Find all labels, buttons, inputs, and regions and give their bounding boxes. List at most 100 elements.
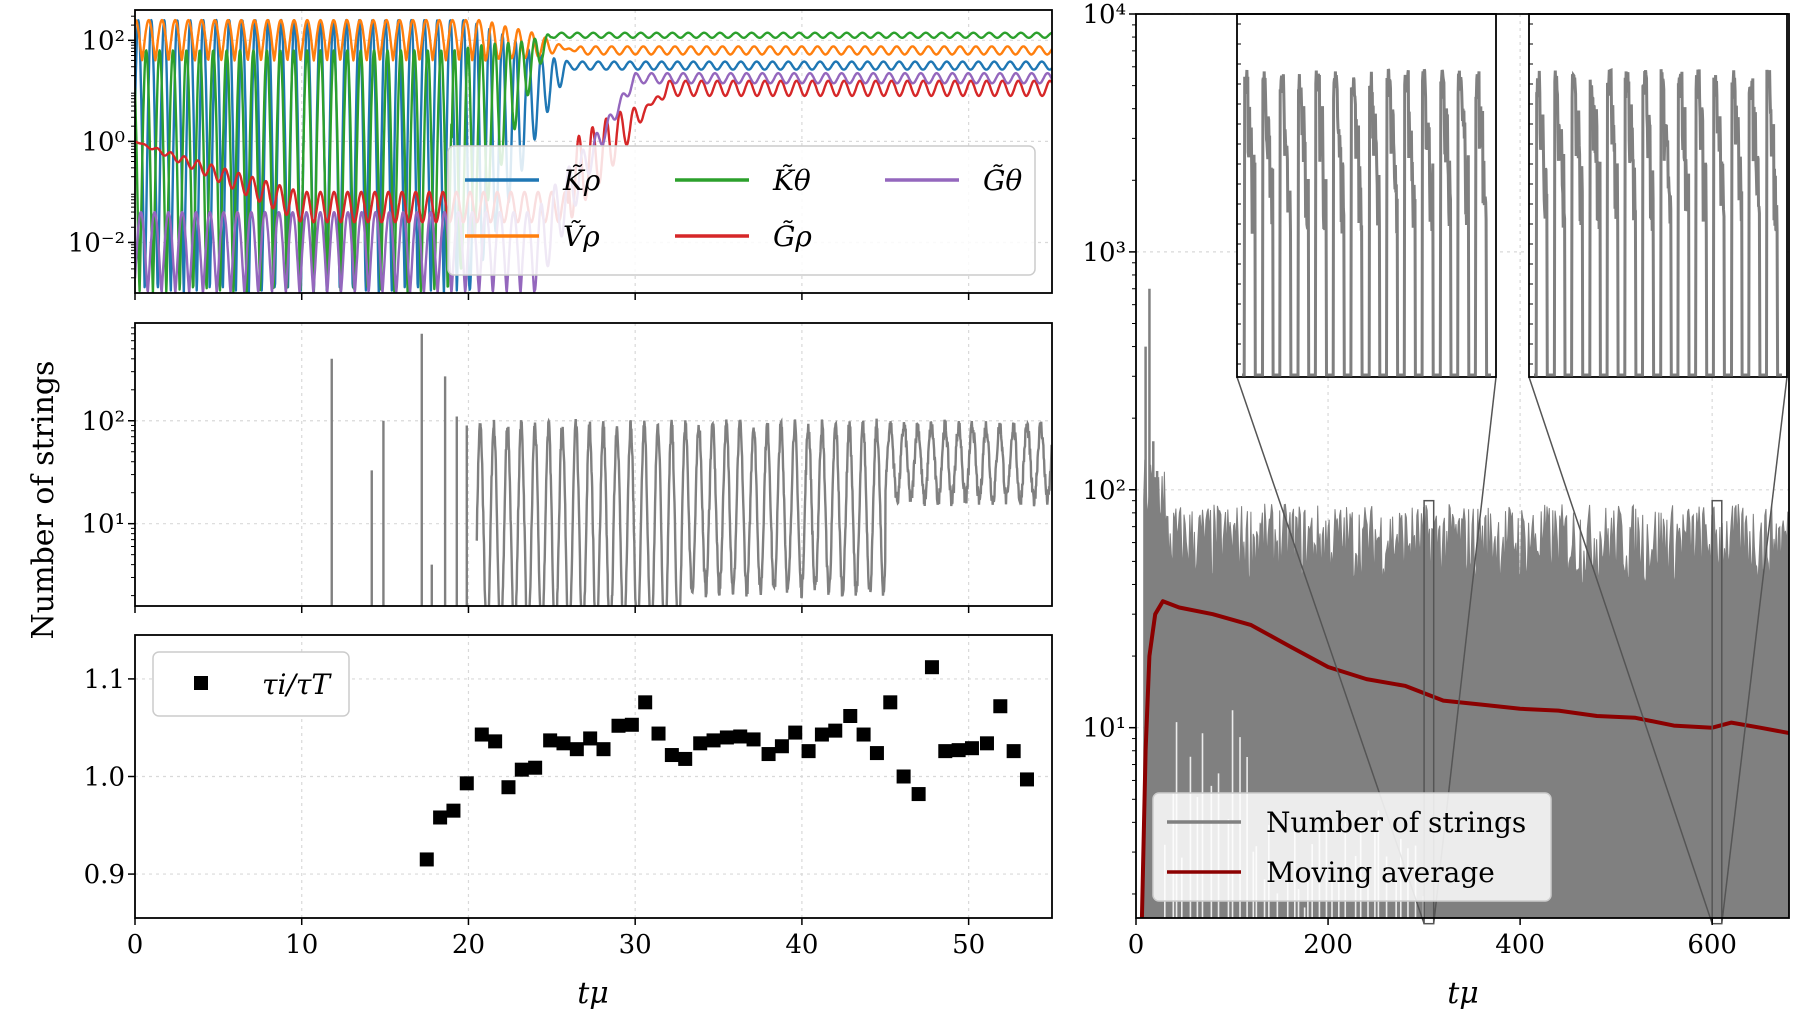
- y-tick-label: 10¹: [1082, 714, 1126, 744]
- data-point: [638, 695, 653, 710]
- x-tick-label: 20: [452, 930, 485, 960]
- data-point: [883, 695, 898, 710]
- x-tick-label: 0: [1128, 930, 1145, 960]
- x-tick-label: 0: [127, 930, 144, 960]
- bottom-left-legend-box: [152, 651, 350, 717]
- right-xticks: 0 200 400 600: [1128, 918, 1737, 960]
- x-tick-label: 600: [1687, 930, 1737, 960]
- middle-left-panel: 10¹ 10² Number of strings: [26, 322, 1053, 640]
- data-point: [433, 810, 448, 825]
- bottom-left-points: [419, 660, 1034, 867]
- right-zoom-overlays: [1236, 13, 1788, 925]
- data-point: [1006, 744, 1021, 759]
- y-tick-label: 0.9: [84, 860, 125, 890]
- data-point: [733, 729, 748, 744]
- data-point: [1019, 772, 1034, 787]
- data-point: [664, 748, 679, 763]
- data-point: [569, 742, 584, 757]
- right-yticks: 10¹ 10² 10³ 10⁴: [1082, 0, 1136, 895]
- y-tick-label: 10³: [1082, 238, 1126, 268]
- legend-label: G̃θ: [983, 164, 1022, 197]
- data-point: [924, 660, 939, 675]
- bottom-left-panel: 0.9 1.0 1.1 0 10 20 30 40 50 tμ τi/τT: [84, 634, 1053, 1011]
- data-point: [801, 744, 816, 759]
- middle-left-frame: [134, 322, 1053, 607]
- data-point: [843, 708, 858, 723]
- data-point: [678, 751, 693, 766]
- data-point: [514, 762, 529, 777]
- data-point: [774, 739, 789, 754]
- top-left-legend-box: [447, 145, 1036, 276]
- data-point: [964, 741, 979, 756]
- strings-line: [475, 417, 1052, 606]
- zoom-connector: [1721, 376, 1788, 924]
- x-tick-label: 40: [785, 930, 818, 960]
- top-left-panel: 10⁻² 10⁰ 10² K̃ρ Ṽρ K̃θ G̃ρ G̃θ: [68, 9, 1053, 300]
- right-xlabel: tμ: [1447, 976, 1479, 1011]
- series-line-3: [135, 79, 1052, 224]
- middle-left-ylabel: Number of strings: [26, 361, 61, 640]
- moving-average-line: [1139, 599, 1789, 918]
- zoom-inset-signal: [1534, 67, 1782, 377]
- legend-label: K̃ρ: [562, 164, 601, 197]
- top-left-yticks: 10⁻² 10⁰ 10²: [68, 15, 135, 279]
- data-point: [596, 742, 611, 757]
- bottom-left-xticks: 0 10 20 30 40 50: [127, 918, 985, 960]
- data-point: [611, 718, 626, 733]
- data-point: [814, 727, 829, 742]
- middle-left-yticks: 10¹ 10²: [81, 327, 135, 597]
- right-frame: [1135, 13, 1790, 919]
- legend-label: G̃ρ: [773, 220, 812, 253]
- x-tick-label: 400: [1495, 930, 1545, 960]
- y-tick-label: 10⁻²: [68, 228, 125, 258]
- zoom-source-box: [1711, 499, 1723, 925]
- data-point: [951, 743, 966, 758]
- legend-label: Ṽρ: [563, 220, 600, 253]
- data-point: [419, 852, 434, 867]
- y-tick-label: 10⁰: [81, 127, 125, 157]
- y-tick-label: 10²: [81, 407, 125, 437]
- data-point: [528, 760, 543, 775]
- middle-left-series-group: [330, 333, 1052, 606]
- right-panel: 10¹ 10² 10³ 10⁴ 0 200 400 600 tμ Number of str…: [1082, 0, 1790, 1011]
- data-point: [446, 803, 461, 818]
- data-point: [719, 730, 734, 745]
- y-tick-label: 10⁴: [1082, 0, 1126, 30]
- y-tick-label: 10²: [1082, 476, 1126, 506]
- top-left-xticks: [134, 293, 970, 300]
- bottom-left-xlabel: tμ: [577, 976, 609, 1011]
- series-line-1: [135, 18, 1052, 62]
- data-point: [583, 731, 598, 746]
- right-legend-label-average: Moving average: [1266, 856, 1495, 889]
- right-legend: Number of strings Moving average: [1152, 792, 1552, 902]
- data-point: [543, 733, 558, 748]
- data-point: [979, 736, 994, 751]
- zoom-inset-signal: [1242, 68, 1491, 377]
- top-left-series-group: [135, 18, 1052, 293]
- bottom-left-legend-label: τi/τT: [262, 668, 332, 701]
- y-tick-label: 10¹: [81, 510, 125, 540]
- top-left-legend: K̃ρ Ṽρ K̃θ G̃ρ G̃θ: [447, 145, 1036, 276]
- right-legend-label-strings: Number of strings: [1266, 806, 1526, 839]
- data-point: [693, 736, 708, 751]
- data-point: [869, 746, 884, 761]
- bottom-left-legend-marker: [194, 676, 208, 690]
- data-point: [651, 726, 666, 741]
- bottom-left-yticks: 0.9 1.0 1.1: [84, 665, 135, 890]
- data-point: [828, 723, 843, 738]
- data-point: [501, 780, 516, 795]
- x-tick-label: 200: [1303, 930, 1353, 960]
- y-tick-label: 10²: [81, 26, 125, 56]
- right-legend-box: [1152, 792, 1552, 902]
- bottom-left-legend: τi/τT: [152, 651, 350, 717]
- data-point: [488, 734, 503, 749]
- x-tick-label: 30: [619, 930, 652, 960]
- data-point: [474, 727, 489, 742]
- legend-label: K̃θ: [772, 164, 811, 197]
- top-left-frame: [134, 9, 1053, 294]
- y-tick-label: 1.1: [84, 665, 125, 695]
- x-tick-label: 50: [952, 930, 985, 960]
- data-point: [556, 736, 571, 751]
- data-point: [856, 727, 871, 742]
